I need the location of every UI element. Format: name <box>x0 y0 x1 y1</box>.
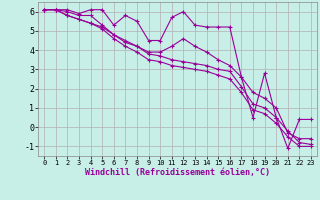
X-axis label: Windchill (Refroidissement éolien,°C): Windchill (Refroidissement éolien,°C) <box>85 168 270 177</box>
